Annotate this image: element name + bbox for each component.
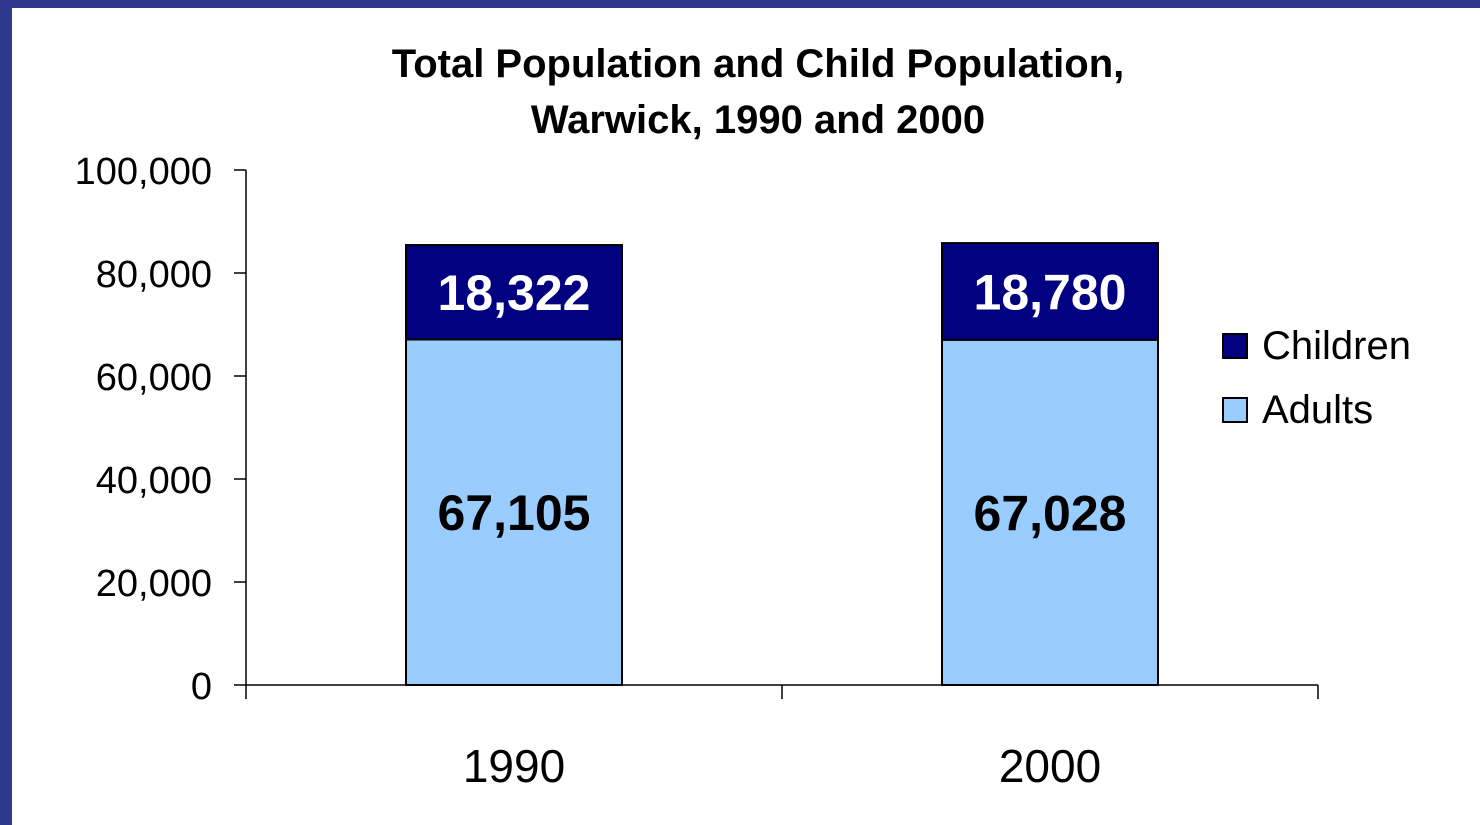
data-label-children-2000: 18,780 xyxy=(974,264,1127,320)
y-tick-label: 20,000 xyxy=(96,563,212,605)
y-tick-label: 80,000 xyxy=(96,254,212,296)
legend-item-adults: Adults xyxy=(1222,378,1411,442)
bar-children-1990 xyxy=(405,244,623,341)
bar-children-2000 xyxy=(941,242,1159,341)
y-tick-label: 60,000 xyxy=(96,357,212,399)
x-tick-label-1990: 1990 xyxy=(463,740,565,792)
data-label-children-1990: 18,322 xyxy=(438,265,591,321)
chart-title: Total Population and Child Population, xyxy=(391,42,1125,86)
legend-label-adults: Adults xyxy=(1262,387,1374,432)
data-label-adults-2000: 67,028 xyxy=(974,485,1127,541)
y-tick-label: 100,000 xyxy=(75,151,212,193)
y-tick-label: 40,000 xyxy=(96,460,212,502)
bar-adults-2000 xyxy=(941,338,1159,686)
bar-adults-1990 xyxy=(405,338,623,686)
legend-swatch-children xyxy=(1222,333,1248,359)
legend-swatch-adults xyxy=(1222,397,1248,423)
x-tick-label-2000: 2000 xyxy=(999,740,1101,792)
chart-subtitle: Warwick, 1990 and 2000 xyxy=(530,98,986,142)
chart-legend: Children Adults xyxy=(1222,314,1411,442)
legend-item-children: Children xyxy=(1222,314,1411,378)
legend-label-children: Children xyxy=(1262,323,1411,368)
data-label-adults-1990: 67,105 xyxy=(438,485,591,541)
chart-title-block: Total Population and Child Population, W… xyxy=(0,36,1480,148)
y-tick-label: 0 xyxy=(191,666,212,708)
